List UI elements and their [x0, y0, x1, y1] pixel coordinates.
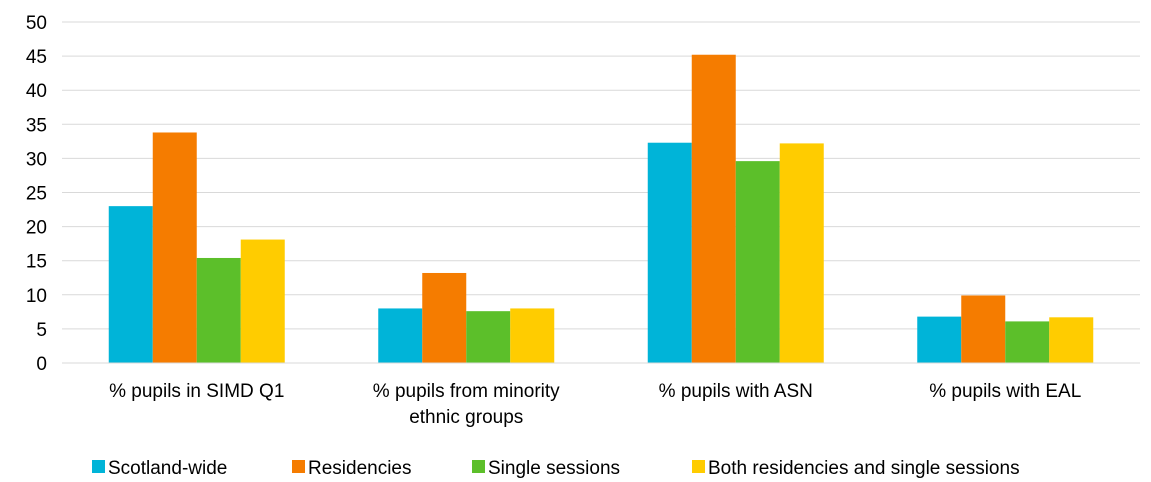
bar-residencies — [152, 132, 197, 363]
legend-label: Single sessions — [488, 458, 620, 479]
legend-label: Scotland-wide — [108, 458, 227, 479]
bar-single-sessions — [466, 311, 511, 363]
legend-label: Both residencies and single sessions — [708, 458, 1020, 479]
y-tick-label: 40 — [26, 81, 47, 102]
bar-single-sessions — [196, 257, 241, 363]
bar-single-sessions — [1005, 321, 1050, 363]
bar-scotland-wide — [647, 142, 692, 363]
x-axis-category-labels: % pupils in SIMD Q1 % pupils from minorit… — [109, 381, 1081, 428]
bar-single-sessions — [735, 161, 780, 363]
bar-residencies — [422, 272, 467, 363]
y-tick-label: 5 — [36, 320, 47, 341]
bar-both-residencies-and-single-sessions — [779, 143, 824, 363]
y-tick-label: 0 — [36, 354, 47, 375]
y-axis-tick-labels: 0 5 10 15 20 25 30 35 40 45 50 — [26, 13, 47, 375]
y-tick-label: 30 — [26, 149, 47, 170]
bar-both-residencies-and-single-sessions — [510, 308, 555, 363]
y-tick-label: 25 — [26, 184, 47, 205]
y-tick-label: 35 — [26, 115, 47, 136]
y-tick-label: 45 — [26, 47, 47, 68]
bar-scotland-wide — [378, 308, 423, 363]
bar-residencies — [961, 295, 1006, 363]
bar-residencies — [691, 54, 736, 364]
bar-scotland-wide — [108, 206, 153, 363]
legend-swatch — [92, 460, 105, 473]
y-tick-label: 10 — [26, 286, 47, 307]
legend-swatch — [692, 460, 705, 473]
x-category-label: % pupils in SIMD Q1 — [109, 381, 284, 402]
bar-scotland-wide — [917, 316, 962, 363]
bars — [108, 54, 1094, 364]
x-category-label: % pupils from minority ethnic groups — [373, 381, 560, 428]
legend: Scotland-wide Residencies Single sessions B… — [92, 458, 1020, 479]
x-category-label: % pupils with ASN — [659, 381, 813, 402]
bar-both-residencies-and-single-sessions — [1049, 317, 1094, 363]
y-tick-label: 20 — [26, 218, 47, 239]
legend-swatch — [292, 460, 305, 473]
legend-label: Residencies — [308, 458, 412, 479]
y-tick-label: 50 — [26, 13, 47, 34]
legend-swatch — [472, 460, 485, 473]
bar-both-residencies-and-single-sessions — [240, 239, 285, 363]
x-category-label: % pupils with EAL — [929, 381, 1081, 402]
y-tick-label: 15 — [26, 252, 47, 273]
